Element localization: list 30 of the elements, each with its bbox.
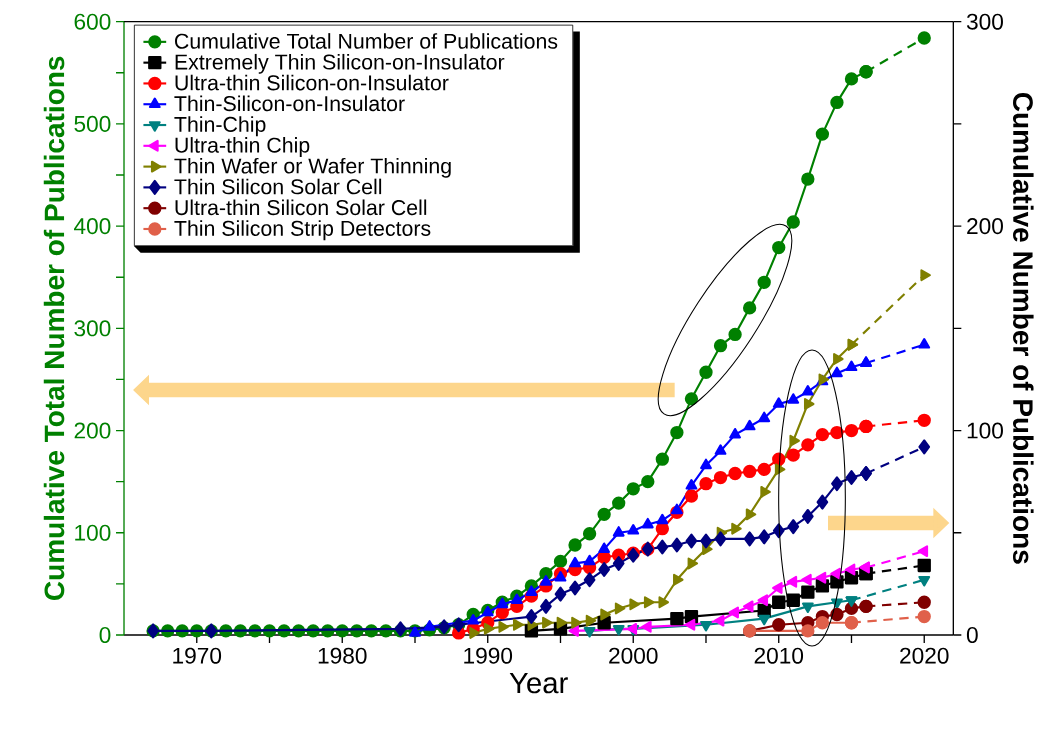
x-tick-label: 2010: [754, 647, 804, 664]
y2-tick-label: 300: [966, 13, 1003, 30]
x-axis-title: Year: [509, 672, 568, 694]
y-tick-label: 0: [99, 626, 111, 644]
x-tick-label: 2000: [609, 647, 658, 664]
y-tick-label: 200: [74, 422, 111, 439]
y2-axis-title: Cumulative Number of Publications: [1013, 93, 1034, 564]
x-tick-label: 1980: [318, 647, 367, 664]
y-tick-label: 600: [74, 13, 111, 30]
legend-label: Thin-Silicon-on-Insulator: [174, 95, 405, 112]
y-axis-title: Cumulative Total Number of Publications: [43, 56, 65, 600]
y2-tick-label: 0: [966, 626, 978, 644]
x-tick-label: 2020: [900, 647, 949, 664]
y-tick-label: 500: [74, 115, 111, 132]
legend-label: Thin-Chip: [174, 116, 266, 137]
legend-label: Ultra-thin Silicon Solar Cell: [175, 199, 427, 216]
legend-label: Thin Silicon Strip Detectors: [174, 220, 431, 241]
legend-label: Ultra-thin Chip: [175, 137, 310, 157]
y-tick-label: 300: [74, 320, 111, 337]
legend-label: Thin Silicon Solar Cell: [174, 178, 382, 195]
x-tick-label: 1970: [173, 647, 222, 664]
legend-label: Ultra-thin Silicon-on-Insulator: [175, 74, 449, 91]
y-tick-label: 100: [75, 524, 111, 541]
y2-tick-label: 200: [967, 218, 1003, 235]
legend-label: Cumulative Total Number of Publications: [175, 33, 558, 49]
x-tick-label: 1990: [464, 647, 513, 664]
y-tick-label: 400: [74, 218, 111, 235]
legend-label: Extremely Thin Silicon-on-Insulator: [175, 53, 505, 74]
y2-tick-label: 100: [967, 422, 1003, 439]
legend-label: Thin Wafer or Wafer Thinning: [174, 157, 451, 178]
